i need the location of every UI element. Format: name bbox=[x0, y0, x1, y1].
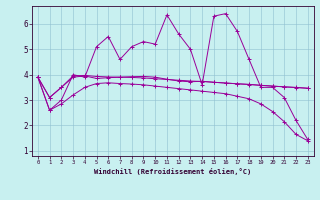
X-axis label: Windchill (Refroidissement éolien,°C): Windchill (Refroidissement éolien,°C) bbox=[94, 168, 252, 175]
